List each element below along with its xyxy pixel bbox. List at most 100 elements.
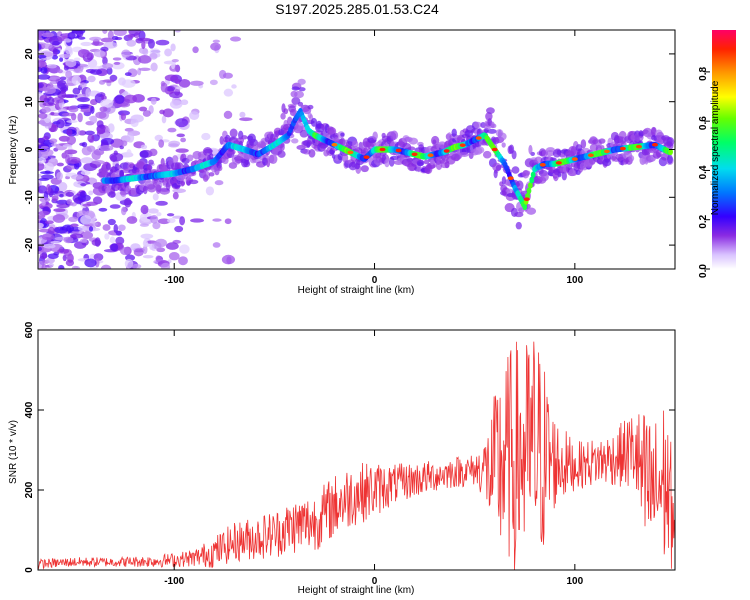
noise-blob bbox=[42, 136, 50, 141]
ridge-halo bbox=[186, 154, 194, 162]
noise-blob bbox=[98, 207, 108, 212]
noise-blob bbox=[190, 218, 205, 223]
ridge-halo bbox=[119, 162, 130, 170]
noise-blob bbox=[88, 226, 94, 232]
noise-blob bbox=[222, 72, 233, 79]
noise-blob bbox=[41, 233, 55, 241]
noise-blob bbox=[69, 233, 84, 239]
noise-blob bbox=[117, 224, 126, 231]
noise-blob bbox=[152, 222, 161, 230]
ridge-halo bbox=[667, 154, 673, 164]
noise-blob bbox=[158, 139, 165, 148]
noise-blob bbox=[210, 42, 221, 51]
noise-blob bbox=[174, 225, 184, 233]
noise-blob bbox=[41, 174, 54, 180]
noise-blob bbox=[89, 69, 103, 75]
ridge-halo bbox=[666, 137, 675, 147]
ridge-halo bbox=[188, 179, 199, 185]
noise-blob bbox=[231, 84, 237, 89]
ridge-core bbox=[526, 187, 532, 194]
noise-blob bbox=[223, 88, 234, 97]
ridge-peak bbox=[539, 162, 546, 167]
noise-blob bbox=[88, 190, 94, 196]
noise-blob bbox=[209, 79, 218, 86]
noise-blob bbox=[176, 133, 185, 138]
ridge-halo bbox=[423, 159, 430, 165]
ridge-peak bbox=[411, 152, 418, 157]
ridge-halo bbox=[540, 172, 549, 182]
noise-blob bbox=[104, 127, 110, 134]
noise-blob bbox=[67, 31, 76, 40]
noise-blob bbox=[102, 224, 111, 231]
noise-blob bbox=[126, 132, 135, 143]
ridge-halo bbox=[459, 151, 469, 157]
noise-blob bbox=[239, 111, 246, 118]
noise-blob bbox=[147, 38, 155, 49]
noise-blob bbox=[149, 148, 158, 157]
noise-blob bbox=[161, 115, 167, 124]
noise-blob bbox=[38, 173, 42, 178]
noise-blob bbox=[160, 262, 171, 269]
noise-blob bbox=[121, 49, 131, 58]
noise-blob bbox=[119, 246, 131, 256]
noise-blob bbox=[178, 78, 191, 88]
noise-blob bbox=[65, 59, 77, 68]
noise-blob bbox=[140, 144, 148, 150]
ridge-peak bbox=[331, 142, 338, 147]
noise-blob bbox=[93, 49, 106, 58]
noise-blob bbox=[100, 98, 114, 108]
noise-blob bbox=[80, 157, 94, 164]
noise-blob bbox=[38, 156, 47, 164]
ridge-halo bbox=[493, 169, 498, 179]
noise-blob bbox=[73, 57, 81, 62]
noise-blob bbox=[102, 62, 114, 69]
ridge-halo bbox=[522, 170, 531, 176]
ridge-peak bbox=[347, 150, 354, 155]
ridge-halo bbox=[390, 130, 399, 140]
noise-blob bbox=[131, 263, 142, 269]
noise-blob bbox=[63, 38, 72, 43]
noise-blob bbox=[59, 76, 67, 81]
ridge-halo bbox=[507, 145, 513, 155]
ridge-halo bbox=[108, 191, 116, 198]
colorbar-tick-label: 0.8 bbox=[698, 66, 709, 80]
top-xtick-label: 0 bbox=[372, 275, 378, 286]
ridge-halo bbox=[528, 144, 533, 155]
noise-blob bbox=[66, 156, 81, 164]
noise-blob bbox=[113, 61, 121, 65]
bottom-ytick-label: 0 bbox=[24, 567, 35, 573]
noise-blob bbox=[147, 208, 159, 214]
ridge-halo bbox=[310, 117, 318, 127]
noise-blob bbox=[70, 202, 77, 207]
noise-blob bbox=[39, 252, 48, 260]
noise-blob bbox=[126, 149, 132, 158]
ridge-halo bbox=[482, 150, 492, 159]
noise-blob bbox=[77, 225, 88, 232]
noise-blob bbox=[66, 135, 77, 145]
noise-blob bbox=[95, 111, 107, 119]
ridge-halo bbox=[202, 174, 209, 182]
noise-blob bbox=[90, 105, 95, 114]
snr-line-layer bbox=[38, 341, 675, 570]
noise-blob bbox=[113, 30, 127, 37]
noise-blob bbox=[71, 75, 82, 85]
ridge-core bbox=[668, 148, 673, 156]
noise-blob bbox=[71, 174, 84, 180]
noise-blob bbox=[141, 40, 146, 50]
bottom-xtick-label: -100 bbox=[164, 576, 184, 587]
noise-blob bbox=[51, 195, 59, 202]
noise-blob bbox=[80, 170, 91, 176]
noise-blob bbox=[94, 257, 100, 268]
ridge-halo bbox=[407, 146, 416, 151]
noise-blob bbox=[40, 145, 49, 149]
noise-blob bbox=[38, 210, 50, 216]
ridge-halo bbox=[146, 184, 157, 193]
bottom-ytick-label: 600 bbox=[24, 321, 35, 338]
bottom-ytick-label: 200 bbox=[24, 481, 35, 498]
ridge-halo bbox=[375, 152, 382, 160]
noise-blob bbox=[224, 218, 232, 225]
noise-blob bbox=[56, 203, 70, 209]
noise-blob bbox=[142, 110, 151, 117]
noise-blob bbox=[58, 182, 68, 192]
